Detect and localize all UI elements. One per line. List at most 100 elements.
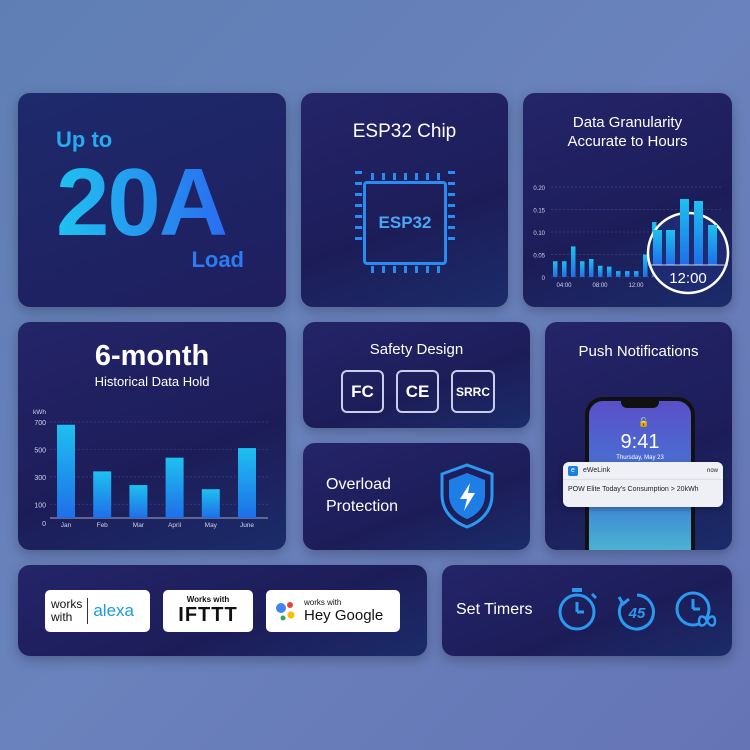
chip-pin (426, 266, 429, 273)
y-tick-label: 0 (42, 521, 46, 528)
bar (634, 271, 639, 277)
chip-pin (448, 237, 455, 240)
bar (553, 261, 558, 277)
chip-pin (448, 193, 455, 196)
bar (625, 271, 630, 277)
alexa-with: with (51, 610, 73, 624)
chip-pin (355, 182, 362, 185)
chip-pin (404, 173, 407, 180)
google-badge: works with Hey Google (266, 590, 400, 632)
chip-pin (415, 173, 418, 180)
chip-pin (382, 266, 385, 273)
stopwatch-icon (558, 588, 598, 631)
chip-pin (393, 266, 396, 273)
load-prefix: Up to (56, 127, 113, 152)
hourly-chart: 00.050.100.150.2004:0008:0012:0016:0012:… (533, 186, 730, 295)
x-tick-label: 08:00 (592, 283, 608, 289)
chip-pin (448, 226, 455, 229)
loop-timer-icon (675, 591, 717, 627)
google-assistant-icon (276, 602, 295, 621)
chip-pin (437, 173, 440, 180)
bar (589, 259, 594, 277)
history-card: 6-month Historical Data Hold kWh 0 100 300 5… (18, 322, 286, 550)
magnified-bar (708, 225, 717, 265)
notif-app: eWeLink (583, 467, 611, 474)
bar (165, 457, 184, 518)
load-suffix: Load (191, 247, 244, 272)
bar (598, 265, 603, 277)
magnified-bar (666, 230, 675, 265)
bar (616, 271, 621, 277)
chip-pin (437, 266, 440, 273)
y-tick-label: 0.10 (533, 231, 545, 237)
y-axis-unit: kWh (33, 409, 46, 416)
chip-pin (371, 266, 374, 273)
chip-card: ESP32 Chip ESP32 (301, 93, 508, 307)
x-tick-label: 12:00 (628, 283, 644, 289)
bar (607, 266, 612, 277)
ifttt-logo: IFTTT (178, 604, 238, 626)
chip-label: ESP32 (378, 213, 432, 232)
chip-pin (355, 237, 362, 240)
chip-pin (404, 266, 407, 273)
load-value: 20A (56, 149, 228, 256)
magnified-bar (680, 199, 689, 265)
safety-card: Safety Design FC CE SRRC (303, 322, 530, 428)
ce-cert-icon: CE (396, 370, 439, 413)
load-card: Up to 20A Load (18, 93, 286, 307)
chip-pin (355, 193, 362, 196)
alexa-works: works (51, 597, 83, 611)
granularity-title-1: Data Granularity (572, 114, 683, 131)
chip-pin (426, 173, 429, 180)
chip-pin (448, 171, 455, 174)
google-brand: Hey Google (304, 607, 384, 624)
phone-date: Thursday, May 23 (616, 455, 664, 461)
chip-icon: ESP32 (363, 181, 447, 265)
magnified-bar (694, 201, 703, 265)
chip-pin (355, 204, 362, 207)
chip-pin (448, 215, 455, 218)
bar (129, 485, 148, 518)
unlock-icon: 🔓 (638, 417, 650, 427)
y-tick-label: 700 (34, 420, 46, 427)
monthly-chart: kWh 0 100 300 500 700 Jan Feb Mar April May June (33, 409, 268, 529)
google-works: works with (304, 598, 342, 607)
notification[interactable]: e eWeLink now POW Elite Today's Consumptio… (563, 462, 723, 507)
x-tick-label: Mar (133, 522, 145, 529)
chip-pin (355, 171, 362, 174)
timers-title: Set Timers (456, 601, 533, 618)
y-tick-label: 500 (34, 447, 46, 454)
timers-card: Set Timers 45 (442, 565, 732, 656)
y-tick-label: 0.20 (533, 186, 545, 192)
shield-lightning-icon (440, 463, 494, 529)
granularity-title-2: Accurate to Hours (567, 133, 688, 150)
chip-pin (448, 204, 455, 207)
countdown-timer-icon: 45 (617, 593, 655, 631)
ifttt-works: Works with (186, 595, 230, 604)
notif-time: now (706, 467, 718, 474)
notif-text: POW Elite Today's Consumption > 20kWh (568, 486, 699, 493)
bar (57, 424, 75, 518)
y-tick-label: 0.15 (533, 209, 545, 215)
y-tick-label: 300 (34, 475, 46, 482)
x-tick-label: Feb (97, 522, 109, 529)
history-subtitle: Historical Data Hold (94, 374, 210, 389)
overload-line-2: Protection (326, 498, 399, 515)
assistants-card: works with alexa Works with IFTTT works w… (18, 565, 427, 656)
y-tick-label: 0 (542, 276, 546, 282)
bar (643, 254, 648, 277)
chip-pin (448, 182, 455, 185)
chip-pin (393, 173, 396, 180)
fc-cert-icon: FC (341, 370, 384, 413)
chip-title: ESP32 Chip (352, 121, 457, 142)
overload-card: Overload Protection (303, 443, 530, 550)
alexa-badge: works with alexa (45, 590, 150, 632)
push-title: Push Notifications (578, 343, 699, 360)
ewelink-app-icon: e (568, 465, 578, 476)
x-tick-label: April (168, 522, 182, 529)
magnified-bar (653, 230, 662, 265)
history-title: 6-month (94, 340, 210, 372)
x-tick-label: May (205, 522, 218, 529)
chip-pin (415, 266, 418, 273)
ifttt-badge: Works with IFTTT (163, 590, 253, 632)
